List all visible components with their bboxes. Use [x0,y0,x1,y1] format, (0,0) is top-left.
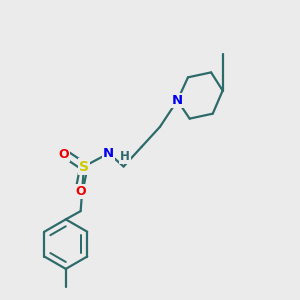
Text: H: H [120,150,130,163]
Text: S: S [79,160,89,173]
Text: O: O [59,148,69,161]
Text: O: O [75,185,86,198]
Text: N: N [172,94,183,107]
Text: N: N [103,147,114,160]
